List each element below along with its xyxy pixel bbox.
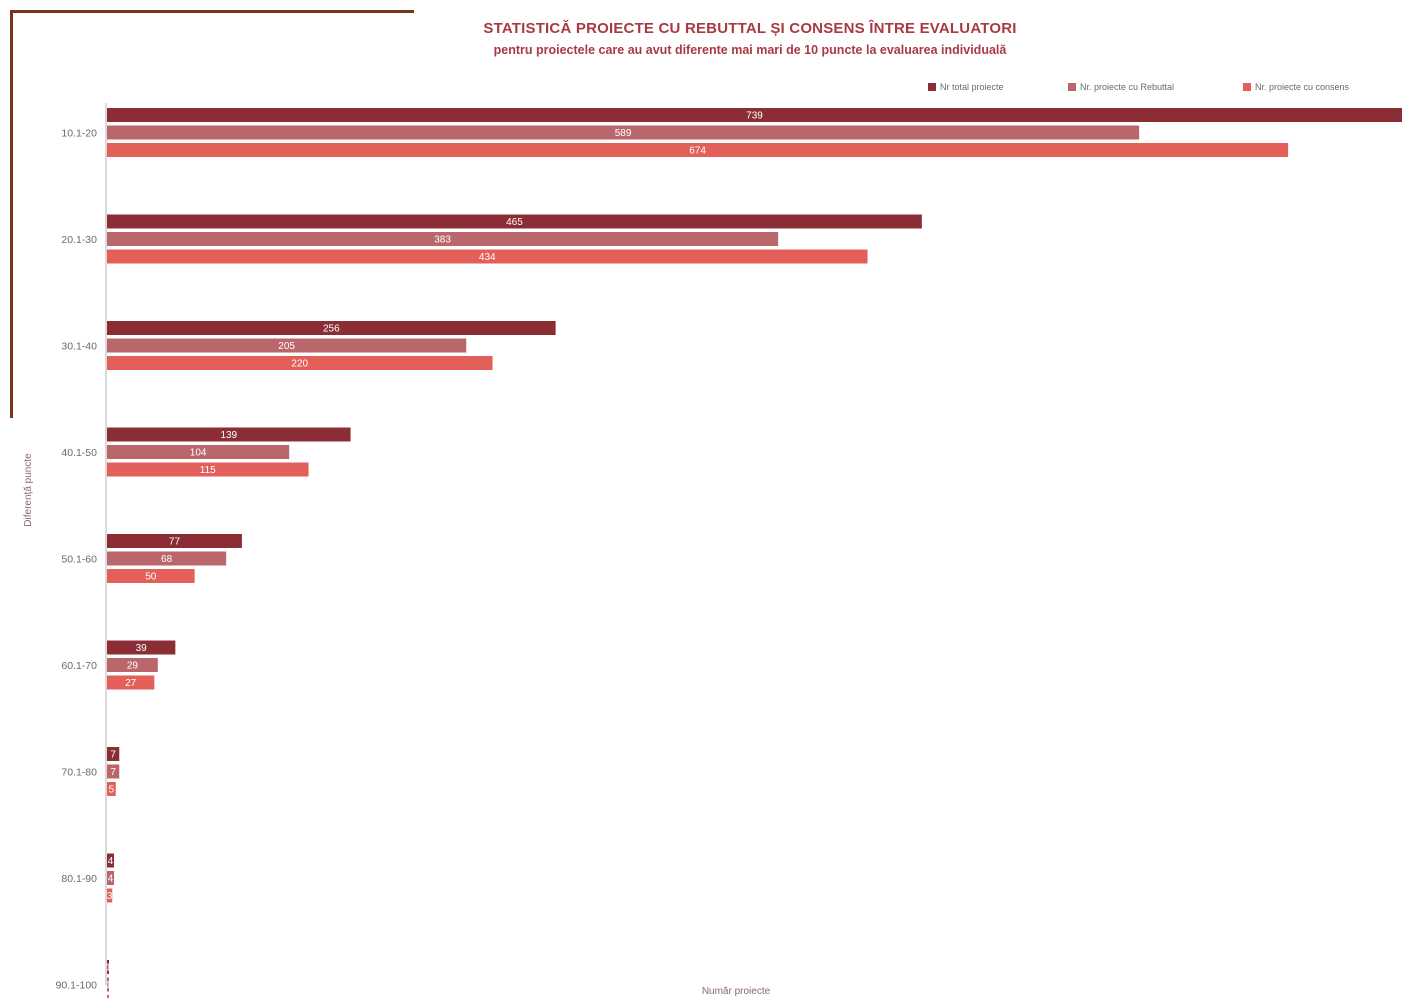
legend-swatch-rebuttal bbox=[1068, 83, 1076, 91]
bar-value-label: 220 bbox=[291, 359, 308, 370]
bar bbox=[107, 747, 120, 761]
bar bbox=[107, 356, 493, 370]
bar-value-label: 29 bbox=[127, 661, 139, 672]
bar-value-label: 5 bbox=[109, 785, 115, 796]
bar-value-label: 4 bbox=[108, 856, 114, 867]
bar-value-label: 1 bbox=[105, 963, 111, 974]
bar-value-label: 739 bbox=[746, 111, 763, 122]
bar-value-label: 68 bbox=[161, 554, 173, 565]
chart-subtitle: pentru proiectele care au avut diferente… bbox=[493, 43, 1007, 57]
legend-label-rebuttal: Nr. proiecte cu Rebuttal bbox=[1080, 82, 1175, 92]
bar-value-label: 50 bbox=[145, 572, 157, 583]
category-label: 50.1-60 bbox=[61, 554, 97, 566]
bar bbox=[107, 853, 115, 868]
category-label: 90.1-100 bbox=[56, 980, 98, 992]
x-axis-title: Număr proiecte bbox=[702, 986, 771, 997]
bar bbox=[107, 214, 922, 229]
bar bbox=[107, 977, 109, 992]
bar bbox=[107, 569, 195, 583]
legend-item-consens: Nr. proiecte cu consens bbox=[1243, 82, 1349, 92]
bar-value-label: 27 bbox=[125, 678, 137, 689]
bar-value-label: 4 bbox=[108, 874, 114, 885]
bar bbox=[107, 125, 1140, 140]
category-label: 30.1-40 bbox=[61, 341, 97, 353]
bar-value-label: 256 bbox=[323, 324, 340, 335]
category-label: 60.1-70 bbox=[61, 660, 97, 672]
decorative-frame-left bbox=[10, 10, 13, 418]
chart-title: STATISTICĂ PROIECTE CU REBUTTAL ȘI CONSE… bbox=[483, 20, 1017, 37]
bar-value-label: 115 bbox=[200, 465, 216, 476]
bar-value-label: 1 bbox=[105, 980, 111, 991]
bar bbox=[107, 675, 155, 690]
category-label: 20.1-30 bbox=[61, 234, 97, 246]
bar bbox=[107, 427, 351, 442]
category-label: 80.1-90 bbox=[61, 873, 97, 885]
bar-value-label: 77 bbox=[169, 537, 181, 548]
bar bbox=[107, 445, 290, 459]
bar bbox=[107, 534, 242, 548]
bar bbox=[107, 338, 467, 353]
bar bbox=[107, 232, 779, 246]
bar-value-label: 139 bbox=[220, 430, 237, 441]
bar bbox=[107, 249, 868, 264]
y-axis-title: Diferență puncte bbox=[23, 453, 34, 527]
bar bbox=[107, 782, 116, 796]
bar bbox=[107, 871, 115, 885]
bar bbox=[107, 551, 227, 566]
bar bbox=[107, 108, 1402, 122]
bar bbox=[107, 995, 109, 998]
bar bbox=[107, 462, 309, 477]
bar-value-label: 7 bbox=[110, 750, 116, 761]
bar bbox=[107, 640, 176, 655]
legend-label-consens: Nr. proiecte cu consens bbox=[1255, 82, 1350, 92]
bar-value-label: 434 bbox=[479, 252, 496, 263]
legend-item-rebuttal: Nr. proiecte cu Rebuttal bbox=[1068, 82, 1174, 92]
bar-value-label: 465 bbox=[506, 217, 523, 228]
bar-value-label: 674 bbox=[689, 146, 706, 157]
bar-value-label: 7 bbox=[110, 767, 116, 778]
legend-label-total: Nr total proiecte bbox=[940, 82, 1004, 92]
category-label: 40.1-50 bbox=[61, 447, 97, 459]
bar-value-label: 39 bbox=[136, 643, 148, 654]
bar-value-label: 104 bbox=[190, 448, 207, 459]
chart-legend: Nr total proiecte Nr. proiecte cu Rebutt… bbox=[0, 82, 1402, 96]
category-label: 10.1-20 bbox=[61, 128, 97, 140]
bar-value-label: 205 bbox=[278, 341, 295, 352]
bar bbox=[107, 888, 113, 903]
legend-swatch-consens bbox=[1243, 83, 1251, 91]
category-label: 70.1-80 bbox=[61, 767, 97, 779]
bar bbox=[107, 764, 120, 779]
bar bbox=[107, 658, 158, 672]
bar bbox=[107, 960, 109, 974]
bar bbox=[107, 321, 556, 335]
decorative-frame-top bbox=[10, 10, 414, 13]
bar-value-label: 589 bbox=[615, 128, 632, 139]
legend-swatch-total bbox=[928, 83, 936, 91]
bar bbox=[107, 143, 1289, 157]
bar-value-label: 383 bbox=[434, 235, 451, 246]
bar-value-label: 3 bbox=[107, 891, 113, 902]
legend-item-total: Nr total proiecte bbox=[928, 82, 1004, 92]
